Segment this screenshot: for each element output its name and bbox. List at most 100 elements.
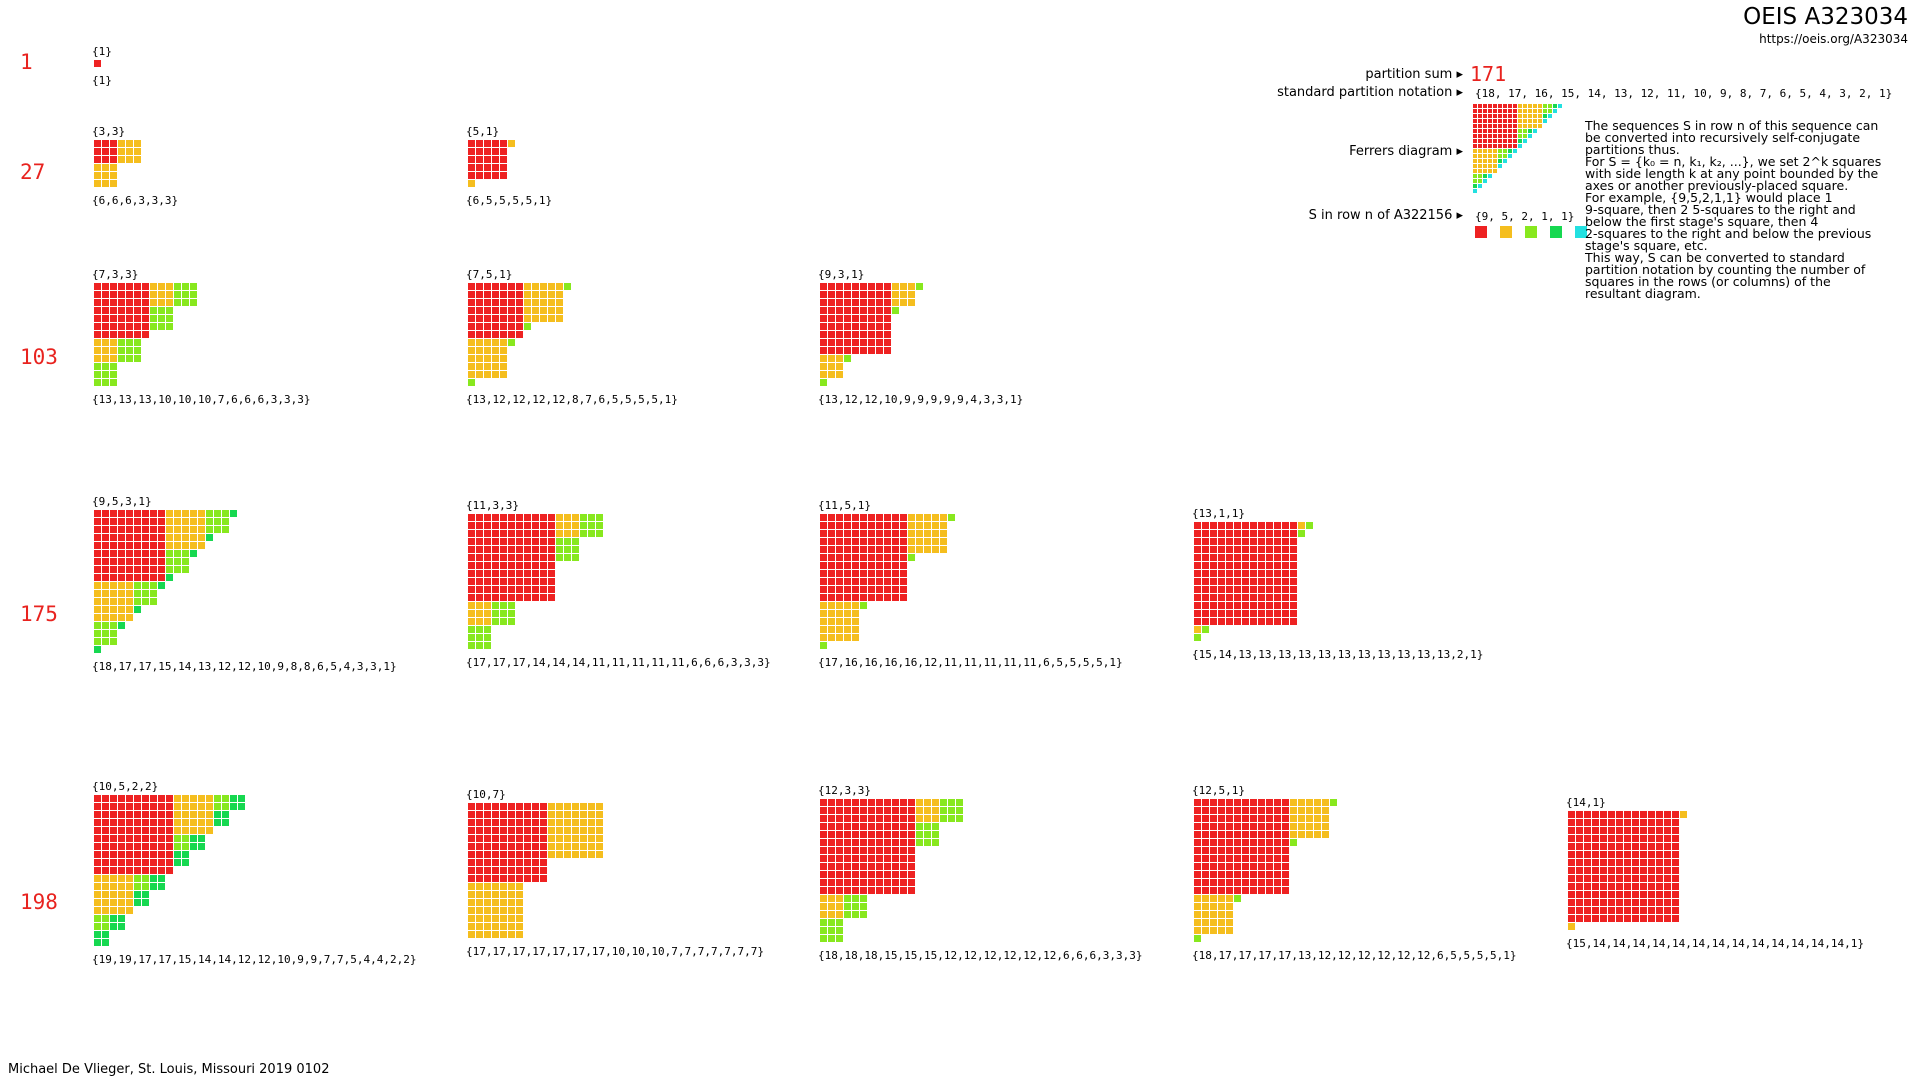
ferrers-cell (182, 851, 189, 858)
ferrers-cell (1584, 875, 1591, 882)
ferrers-cell (564, 835, 571, 842)
ferrers-cell (1290, 823, 1297, 830)
ferrers-cell (102, 148, 109, 155)
ferrers-cell (468, 371, 475, 378)
ferrers-cell (102, 180, 109, 187)
ferrers-cell (1298, 530, 1305, 537)
ferrers-cell (556, 283, 563, 290)
ferrers-cell (1234, 602, 1241, 609)
ferrers-cell (596, 811, 603, 818)
ferrers-cell (492, 915, 499, 922)
ferrers-cell (1274, 879, 1281, 886)
ferrers-cell (1513, 109, 1517, 113)
ferrers-cell (134, 339, 141, 346)
ferrers-cell (828, 935, 835, 942)
ferrers-cell (908, 863, 915, 870)
ferrers-cell (1194, 887, 1201, 894)
ferrers-cell (852, 347, 859, 354)
ferrers-cell (1488, 114, 1492, 118)
ferrers-cell (820, 602, 827, 609)
ferrers-cell (1210, 570, 1217, 577)
ferrers-cell (1533, 124, 1537, 128)
ferrers-cell (844, 847, 851, 854)
ferrers-cell (1672, 867, 1679, 874)
ferrers-cell (134, 323, 141, 330)
ferrers-cell (1266, 799, 1273, 806)
ferrers-cell (198, 827, 205, 834)
ferrers-cell (1656, 875, 1663, 882)
ferrers-cell (1576, 811, 1583, 818)
ferrers-cell (524, 546, 531, 553)
ferrers-cell (484, 323, 491, 330)
ferrers-cell (1226, 887, 1233, 894)
ferrers-cell (524, 514, 531, 521)
ferrers-cell (1258, 578, 1265, 585)
ferrers-cell (1234, 823, 1241, 830)
ferrers-cell (1478, 134, 1482, 138)
ferrers-cell (892, 546, 899, 553)
ferrers-cell (1210, 799, 1217, 806)
ferrers-cell (1592, 915, 1599, 922)
ferrers-cell (142, 550, 149, 557)
ferrers-cell (1274, 522, 1281, 529)
ferrers-cell (158, 542, 165, 549)
ferrers-cell (876, 538, 883, 545)
ferrers-cell (868, 586, 875, 593)
ferrers-cell (492, 602, 499, 609)
ferrers-cell (820, 586, 827, 593)
ferrers-cell (484, 283, 491, 290)
ferrers-cell (142, 558, 149, 565)
ferrers-cell (516, 570, 523, 577)
ferrers-cell (1314, 823, 1321, 830)
ferrers-cell (492, 283, 499, 290)
ferrers-cell (828, 839, 835, 846)
ferrers-cell (118, 899, 125, 906)
ferrers-cell (1234, 887, 1241, 894)
ferrers-cell (900, 586, 907, 593)
ferrers-cell (884, 578, 891, 585)
ferrers-cell (190, 518, 197, 525)
ferrers-cell (1210, 823, 1217, 830)
ferrers-cell (150, 827, 157, 834)
ferrers-cell (182, 843, 189, 850)
ferrers-cell (134, 291, 141, 298)
ferrers-cell (580, 811, 587, 818)
ferrers-cell (828, 807, 835, 814)
ferrers-cell (516, 867, 523, 874)
ferrers-cell (1543, 104, 1547, 108)
ferrers-cell (852, 586, 859, 593)
ferrers-cell (1258, 799, 1265, 806)
ferrers-cell (150, 851, 157, 858)
ferrers-cell (484, 851, 491, 858)
ferrers-cell (844, 331, 851, 338)
ferrers-cell (1498, 104, 1502, 108)
ferrers-cell (1483, 124, 1487, 128)
ferrers-cell (1503, 134, 1507, 138)
ferrers-cell (468, 530, 475, 537)
ferrers-cell (166, 827, 173, 834)
ferrers-cell (900, 855, 907, 862)
ferrers-cell (134, 598, 141, 605)
ferrers-cell (110, 371, 117, 378)
ferrers-cell (94, 339, 101, 346)
ferrers-cell (492, 148, 499, 155)
ferrers-cell (1258, 530, 1265, 537)
ferrers-cell (118, 347, 125, 354)
ferrers-cell (548, 586, 555, 593)
ferrers-cell (476, 140, 483, 147)
ferrers-cell (580, 530, 587, 537)
ferrers-cell (1282, 815, 1289, 822)
ferrers-cell (1616, 915, 1623, 922)
ferrers-cell (1218, 538, 1225, 545)
ferrers-cell (198, 835, 205, 842)
ferrers-cell (484, 586, 491, 593)
ferrers-cell (118, 843, 125, 850)
ferrers-cell (828, 323, 835, 330)
ferrers-cell (1478, 184, 1482, 188)
ferrers-cell (1600, 827, 1607, 834)
ferrers-cell (158, 574, 165, 581)
ferrers-cell (852, 283, 859, 290)
ferrers-cell (126, 827, 133, 834)
ferrers-cell (190, 542, 197, 549)
ferrers-cell (548, 562, 555, 569)
